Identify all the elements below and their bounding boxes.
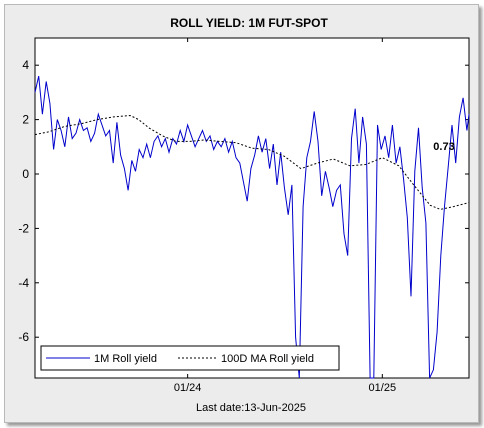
legend-label-1m-roll-yield: 1M Roll yield xyxy=(94,353,157,365)
series-line-100d-ma xyxy=(34,114,470,210)
plot-lines xyxy=(34,75,470,379)
y-tick-label: 0 xyxy=(22,167,29,181)
x-tick-label: 01/25 xyxy=(369,382,397,394)
chart-title: ROLL YIELD: 1M FUT-SPOT xyxy=(170,16,328,30)
x-axis: 01/24 01/25 xyxy=(174,38,396,394)
legend[interactable]: 1M Roll yield 100D MA Roll yield xyxy=(40,345,340,371)
x-axis-label: Last date:13-Jun-2025 xyxy=(196,402,306,414)
y-tick-label: 2 xyxy=(22,113,29,127)
plot-area xyxy=(34,37,470,379)
last-value-label: 0.73 xyxy=(433,141,454,153)
series-line-1m-roll-yield xyxy=(34,75,470,379)
legend-label-100d-ma: 100D MA Roll yield xyxy=(221,353,314,365)
y-tick-label: -2 xyxy=(18,221,29,235)
y-tick-label: 4 xyxy=(22,58,29,72)
x-tick-label: 01/24 xyxy=(174,382,202,394)
y-tick-label: -6 xyxy=(18,330,29,344)
y-tick-label: -4 xyxy=(18,276,29,290)
y-axis: 4 2 0 -2 -4 -6 xyxy=(18,58,469,344)
